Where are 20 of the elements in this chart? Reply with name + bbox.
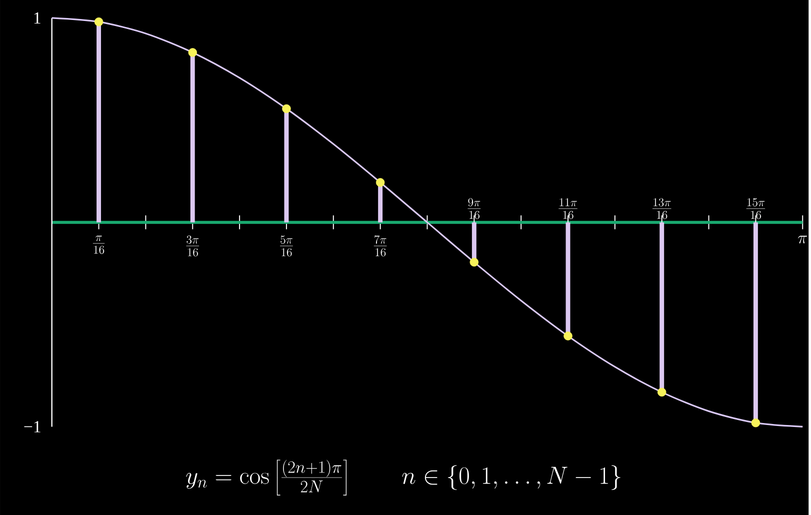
y-tick-label: −1 [24, 420, 40, 432]
x-tick-label: $\frac{9\pi}{16}$ [468, 198, 481, 219]
x-tick-label: $\frac{15\pi}{16}$ [746, 198, 766, 219]
point [188, 48, 197, 57]
point [751, 418, 760, 427]
point [94, 17, 104, 26]
x-tick-label: $\frac{13\pi}{16}$ [652, 198, 672, 219]
point [657, 388, 666, 396]
point [282, 104, 291, 113]
x-tick-label: $\pi$ [798, 236, 808, 244]
x-tick-label: $\frac{11\pi}{16}$ [558, 198, 578, 219]
text: $y_n = \cos\left[\frac{(2n+1)\pi}{2N}\right] \qquad n \in \{0, 1, \ldots, N-1\}$ [186, 459, 620, 496]
x-tick-label: $\frac{3\pi}{16}$ [186, 235, 200, 256]
x-tick-label: $\frac{7\pi}{16}$ [374, 235, 387, 256]
point [470, 258, 479, 266]
x-tick-label: $\frac{5\pi}{16}$ [280, 235, 293, 256]
x-tick-label: $\frac{\pi}{16}$ [92, 236, 105, 254]
point [564, 331, 572, 340]
point [376, 178, 385, 187]
y-tick-label: 1 [34, 12, 40, 24]
